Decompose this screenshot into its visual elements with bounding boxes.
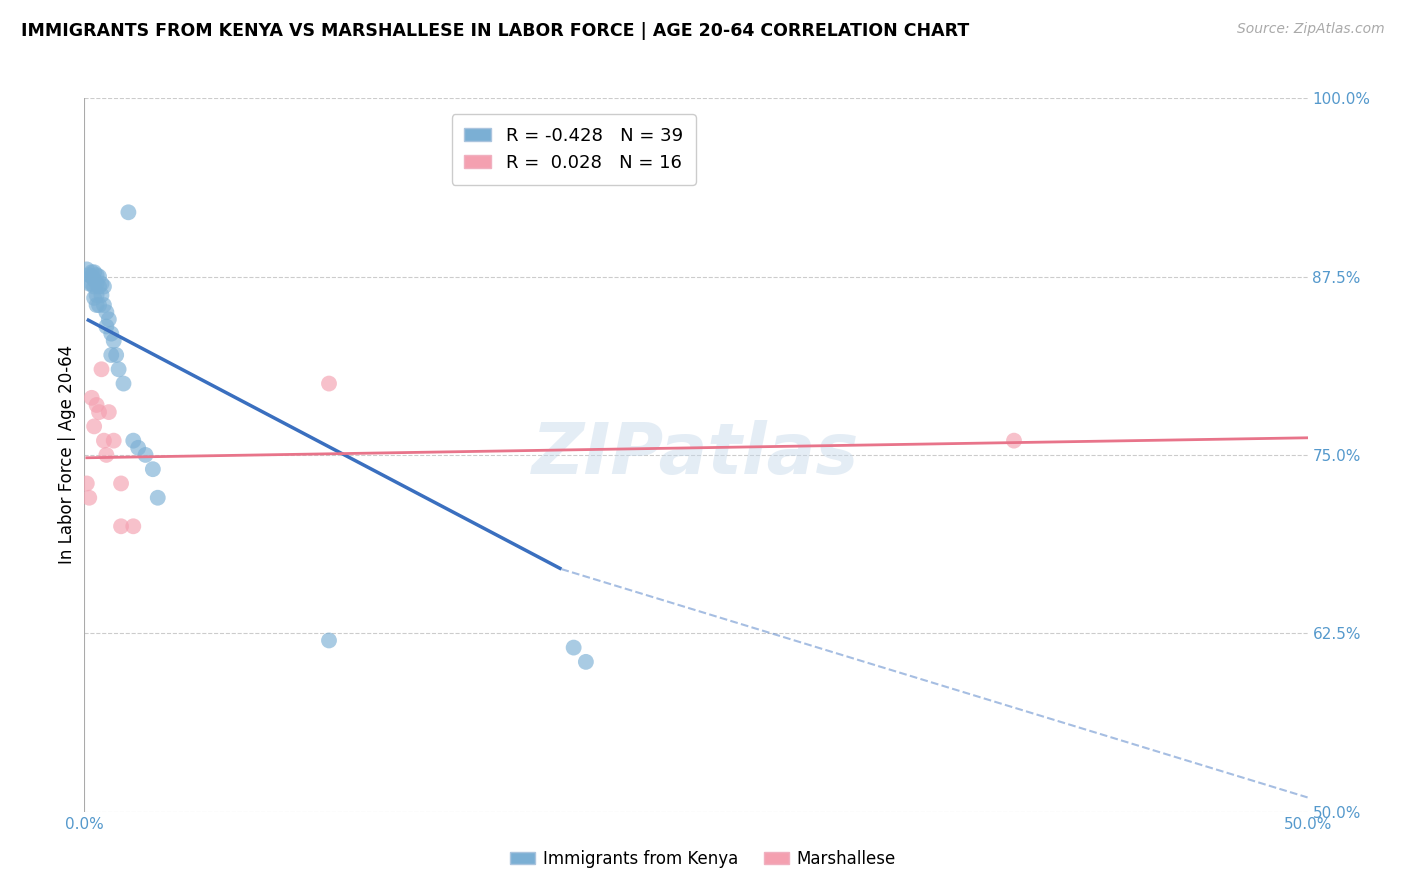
- Point: [87, 298, 110, 312]
- Point: [562, 640, 585, 655]
- Point: [86, 298, 108, 312]
- Point: [80, 269, 103, 284]
- Point: [100, 326, 122, 341]
- Point: [77, 277, 100, 291]
- Point: [76, 262, 98, 277]
- Point: [86, 268, 108, 282]
- Point: [86, 277, 108, 291]
- Point: [90, 362, 112, 376]
- Point: [103, 434, 125, 448]
- Point: [575, 655, 598, 669]
- Legend: Immigrants from Kenya, Marshallese: Immigrants from Kenya, Marshallese: [503, 844, 903, 875]
- Point: [86, 288, 108, 302]
- Point: [83, 272, 105, 286]
- Text: Source: ZipAtlas.com: Source: ZipAtlas.com: [1237, 22, 1385, 37]
- Text: ZIPatlas: ZIPatlas: [533, 420, 859, 490]
- Point: [77, 491, 100, 505]
- Legend: R = -0.428   N = 39, R =  0.028   N = 16: R = -0.428 N = 39, R = 0.028 N = 16: [451, 114, 696, 185]
- Point: [90, 277, 112, 291]
- Point: [122, 519, 145, 533]
- Point: [100, 348, 122, 362]
- Point: [93, 279, 115, 293]
- Point: [1002, 434, 1025, 448]
- Point: [93, 298, 115, 312]
- Point: [97, 312, 120, 326]
- Point: [318, 376, 340, 391]
- Point: [96, 305, 118, 319]
- Point: [87, 269, 110, 284]
- Point: [97, 405, 120, 419]
- Point: [83, 291, 105, 305]
- Point: [80, 391, 103, 405]
- Point: [87, 279, 110, 293]
- Point: [96, 319, 118, 334]
- Point: [80, 265, 103, 279]
- Point: [93, 434, 115, 448]
- Point: [110, 476, 132, 491]
- Y-axis label: In Labor Force | Age 20-64: In Labor Force | Age 20-64: [58, 345, 76, 565]
- Point: [90, 288, 112, 302]
- Point: [103, 334, 125, 348]
- Point: [83, 279, 105, 293]
- Point: [135, 448, 157, 462]
- Point: [80, 277, 103, 291]
- Point: [112, 376, 135, 391]
- Point: [107, 362, 129, 376]
- Point: [122, 434, 145, 448]
- Point: [83, 419, 105, 434]
- Point: [146, 491, 169, 505]
- Point: [96, 448, 118, 462]
- Point: [105, 348, 128, 362]
- Point: [318, 633, 340, 648]
- Point: [86, 398, 108, 412]
- Point: [83, 265, 105, 279]
- Point: [117, 205, 139, 219]
- Point: [110, 519, 132, 533]
- Text: IMMIGRANTS FROM KENYA VS MARSHALLESE IN LABOR FORCE | AGE 20-64 CORRELATION CHAR: IMMIGRANTS FROM KENYA VS MARSHALLESE IN …: [21, 22, 969, 40]
- Point: [87, 405, 110, 419]
- Point: [77, 268, 100, 282]
- Point: [127, 441, 149, 455]
- Point: [76, 476, 98, 491]
- Point: [142, 462, 165, 476]
